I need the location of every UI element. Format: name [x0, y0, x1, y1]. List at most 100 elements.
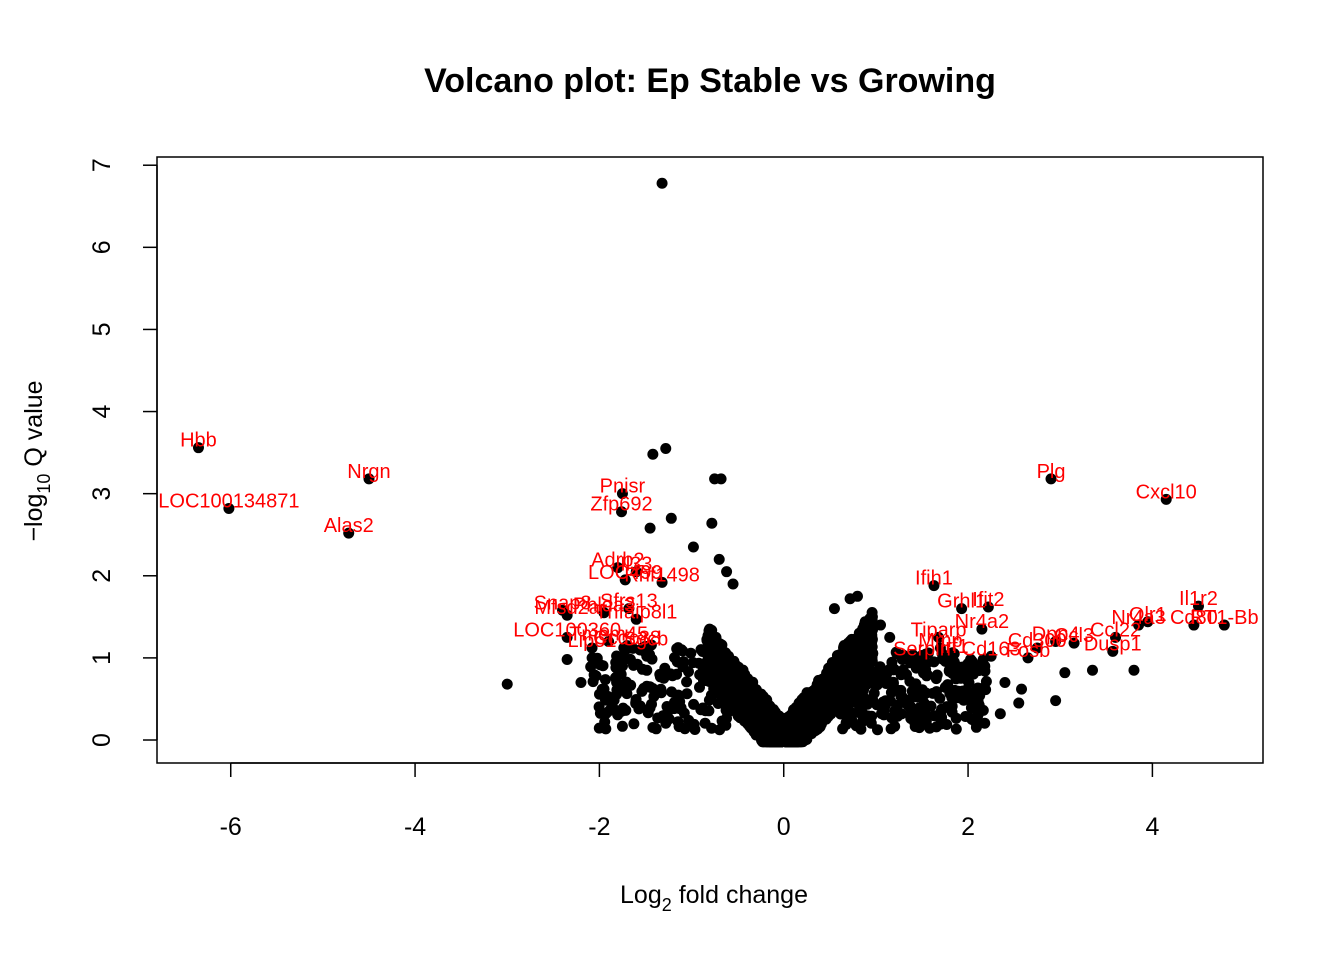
labeled-data-point — [363, 473, 375, 485]
data-point — [703, 625, 715, 637]
labeled-data-point — [623, 603, 635, 615]
gene-label: Serpin — [893, 638, 951, 660]
data-point — [948, 689, 960, 701]
data-point — [561, 654, 573, 666]
gene-label: Adrb2 — [591, 550, 644, 572]
data-point — [858, 692, 870, 704]
data-point — [641, 680, 653, 692]
data-point — [642, 707, 654, 719]
data-point — [732, 703, 744, 715]
x-axis-label-prefix: Log — [620, 881, 662, 909]
gene-label: Alas2 — [324, 515, 374, 537]
data-point — [879, 699, 891, 711]
data-point — [866, 607, 878, 618]
data-point — [697, 646, 708, 657]
gene-label: LOC100360 — [513, 619, 621, 641]
y-axis-label: −log10 Q value — [20, 380, 54, 541]
labeled-data-point — [598, 607, 610, 619]
data-point — [705, 689, 717, 701]
data-point — [965, 666, 977, 678]
gene-label: Mmp — [918, 630, 962, 652]
data-point — [668, 703, 680, 715]
labeled-data-point — [630, 566, 642, 578]
gene-label: Grhl1 — [937, 591, 986, 613]
data-point — [720, 684, 732, 696]
data-point — [679, 723, 691, 735]
data-point — [688, 718, 700, 730]
x-axis-label: Log2 fold change — [620, 881, 808, 915]
data-point — [681, 688, 693, 700]
gene-label: Sgcb — [623, 628, 669, 650]
data-point — [727, 578, 739, 590]
labeled-data-point — [928, 580, 940, 592]
data-point — [678, 707, 690, 719]
data-point — [707, 647, 719, 659]
labeled-data-point — [934, 642, 946, 654]
data-point — [652, 712, 664, 724]
data-point — [698, 675, 709, 687]
y-tick-label: 6 — [88, 240, 116, 254]
data-point — [951, 671, 963, 683]
data-point — [617, 660, 628, 672]
data-point — [849, 653, 861, 665]
x-axis: -6 -4 -2 0 2 4 — [220, 762, 1159, 841]
data-point — [782, 736, 794, 748]
gene-label: Tnfaip8l1 — [595, 601, 677, 623]
data-points — [192, 177, 1230, 720]
gene-label: Snap8 — [534, 592, 592, 614]
labeled-data-point — [1050, 635, 1062, 647]
data-point — [837, 723, 849, 735]
data-point — [687, 541, 699, 553]
data-point — [855, 723, 867, 735]
labeled-data-point — [1107, 645, 1119, 657]
labeled-data-point — [1068, 637, 1080, 649]
gene-label: LOC499 — [588, 562, 663, 584]
data-point — [888, 663, 900, 675]
y-tick-label: 2 — [88, 569, 116, 583]
labeled-data-point — [1045, 473, 1057, 485]
data-point — [1013, 697, 1025, 709]
data-point — [921, 670, 933, 682]
data-point — [729, 663, 741, 675]
y-tick-label: 0 — [88, 733, 116, 747]
data-point — [803, 691, 815, 702]
labeled-data-point — [956, 603, 968, 615]
data-point — [720, 704, 732, 716]
data-point — [615, 668, 627, 680]
gene-label: Ccl3 — [1054, 625, 1094, 647]
data-point — [671, 668, 683, 680]
x-tick-label: 4 — [1145, 813, 1159, 841]
y-tick-label: 3 — [88, 487, 116, 501]
labeled-data-point — [982, 601, 994, 613]
data-point — [927, 687, 939, 699]
gene-label: Irf1 — [940, 636, 969, 658]
data-point — [616, 720, 628, 732]
data-point — [767, 736, 779, 748]
x-axis-label-suffix: fold change — [672, 881, 808, 909]
data-point — [782, 719, 794, 731]
data-point — [588, 669, 600, 681]
y-tick-label: 1 — [88, 651, 116, 665]
labeled-data-point — [1142, 616, 1154, 628]
gene-label: LOC100134871 — [158, 490, 299, 512]
data-point — [647, 448, 659, 460]
data-point — [641, 664, 653, 676]
data-point — [628, 659, 639, 671]
data-point — [721, 712, 732, 724]
data-point — [744, 703, 756, 714]
labeled-data-point — [586, 642, 598, 654]
y-axis-label-prefix: −log — [20, 494, 48, 542]
labeled-data-point — [1192, 600, 1204, 612]
data-point — [603, 695, 615, 707]
gene-label: Dpp4 — [1032, 623, 1080, 645]
data-point — [843, 698, 855, 709]
gene-label: Nrgn — [347, 461, 390, 483]
labeled-data-point — [933, 631, 945, 643]
gene-label: Ifit2 — [972, 589, 1004, 611]
data-point — [896, 708, 907, 720]
data-point — [575, 677, 587, 689]
labeled-data-point — [1160, 493, 1172, 505]
data-point — [979, 717, 991, 729]
data-point — [735, 712, 747, 724]
data-point — [660, 443, 672, 455]
